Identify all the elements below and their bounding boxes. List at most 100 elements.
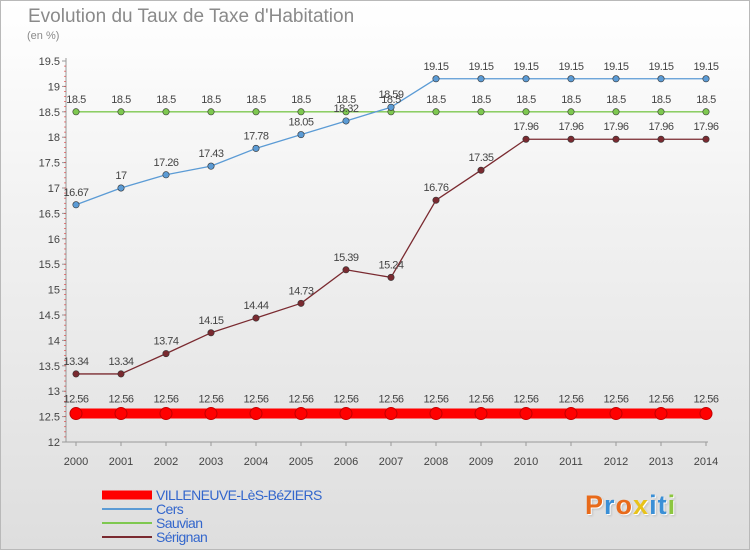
data-point — [72, 201, 80, 209]
data-point — [477, 108, 485, 116]
data-point — [702, 108, 710, 116]
data-label: 18.32 — [333, 103, 358, 115]
y-tick-label: 18 — [48, 132, 60, 144]
data-label: 18.5 — [696, 94, 716, 106]
logo-letter: i — [649, 490, 658, 520]
y-tick-label: 19.5 — [39, 56, 60, 68]
data-point — [72, 370, 80, 378]
x-tick-label: 2008 — [424, 456, 448, 468]
data-point — [432, 196, 440, 204]
x-tick-label: 2014 — [694, 456, 718, 468]
data-point — [522, 75, 530, 83]
data-point — [207, 108, 215, 116]
data-label: 18.5 — [291, 94, 311, 106]
logo-letter: i — [667, 490, 677, 520]
data-point — [429, 407, 443, 421]
y-tick-label: 14.5 — [39, 310, 60, 322]
data-label: 13.34 — [63, 356, 88, 368]
y-tick-label: 16 — [48, 234, 60, 246]
legend-label: Sérignan — [156, 529, 207, 545]
data-label: 15.39 — [333, 252, 358, 264]
data-label: 16.67 — [63, 187, 88, 199]
data-label: 12.56 — [468, 394, 493, 406]
data-label: 12.56 — [378, 394, 403, 406]
data-point — [297, 299, 305, 307]
legend-label: Cers — [156, 501, 184, 517]
data-point — [339, 407, 353, 421]
data-point — [252, 144, 260, 152]
data-point — [567, 135, 575, 143]
data-point — [612, 108, 620, 116]
data-label: 19.15 — [603, 61, 628, 73]
data-point — [249, 407, 263, 421]
data-point — [252, 108, 260, 116]
x-tick-label: 2001 — [109, 456, 133, 468]
data-point — [204, 407, 218, 421]
data-label: 19.15 — [423, 61, 448, 73]
data-label: 15.24 — [378, 259, 403, 271]
data-label: 18.5 — [516, 94, 536, 106]
data-label: 19.15 — [513, 61, 538, 73]
data-label: 17.26 — [153, 157, 178, 169]
data-point — [657, 135, 665, 143]
x-tick-label: 2004 — [244, 456, 268, 468]
data-point — [207, 329, 215, 337]
data-label: 17.96 — [513, 121, 538, 133]
data-point — [522, 108, 530, 116]
data-label: 18.5 — [246, 94, 266, 106]
data-point — [114, 407, 128, 421]
data-label: 12.56 — [153, 394, 178, 406]
y-tick-label: 19 — [48, 81, 60, 93]
x-tick-label: 2002 — [154, 456, 178, 468]
logo-letter: r — [604, 490, 616, 520]
data-label: 18.5 — [651, 94, 671, 106]
data-label: 18.5 — [606, 94, 626, 106]
data-label: 18.5 — [381, 94, 401, 106]
data-label: 17.43 — [198, 148, 223, 160]
x-tick-label: 2013 — [649, 456, 673, 468]
data-label: 16.76 — [423, 182, 448, 194]
data-label: 12.56 — [513, 394, 538, 406]
data-point — [522, 135, 530, 143]
data-label: 18.05 — [288, 117, 313, 129]
data-label: 18.59 — [378, 89, 403, 101]
data-label: 17.78 — [243, 130, 268, 142]
legend-label: Sauvian — [156, 515, 202, 531]
data-label: 19.15 — [648, 61, 673, 73]
data-label: 14.73 — [288, 285, 313, 297]
data-label: 12.56 — [198, 394, 223, 406]
logo-letter: P — [585, 490, 605, 520]
data-label: 12.56 — [333, 394, 358, 406]
data-point — [567, 75, 575, 83]
data-point — [297, 108, 305, 116]
data-point — [69, 407, 83, 421]
data-point — [294, 407, 308, 421]
x-tick-label: 2007 — [379, 456, 403, 468]
data-point — [162, 108, 170, 116]
data-label: 12.56 — [603, 394, 628, 406]
data-point — [159, 407, 173, 421]
data-point — [612, 75, 620, 83]
data-label: 12.56 — [63, 394, 88, 406]
data-label: 18.5 — [66, 94, 86, 106]
data-point — [72, 108, 80, 116]
data-point — [702, 135, 710, 143]
data-point — [117, 370, 125, 378]
y-tick-label: 17.5 — [39, 158, 60, 170]
y-tick-label: 13 — [48, 386, 60, 398]
y-tick-label: 15.5 — [39, 259, 60, 271]
data-label: 12.56 — [423, 394, 448, 406]
data-label: 18.5 — [336, 94, 356, 106]
data-label: 18.5 — [426, 94, 446, 106]
data-point — [477, 166, 485, 174]
data-label: 19.15 — [468, 61, 493, 73]
data-point — [612, 135, 620, 143]
data-label: 18.5 — [201, 94, 221, 106]
logo-letter: x — [633, 490, 650, 520]
data-point — [297, 131, 305, 139]
data-label: 12.56 — [288, 394, 313, 406]
data-point — [702, 75, 710, 83]
data-point — [207, 162, 215, 170]
data-point — [432, 108, 440, 116]
